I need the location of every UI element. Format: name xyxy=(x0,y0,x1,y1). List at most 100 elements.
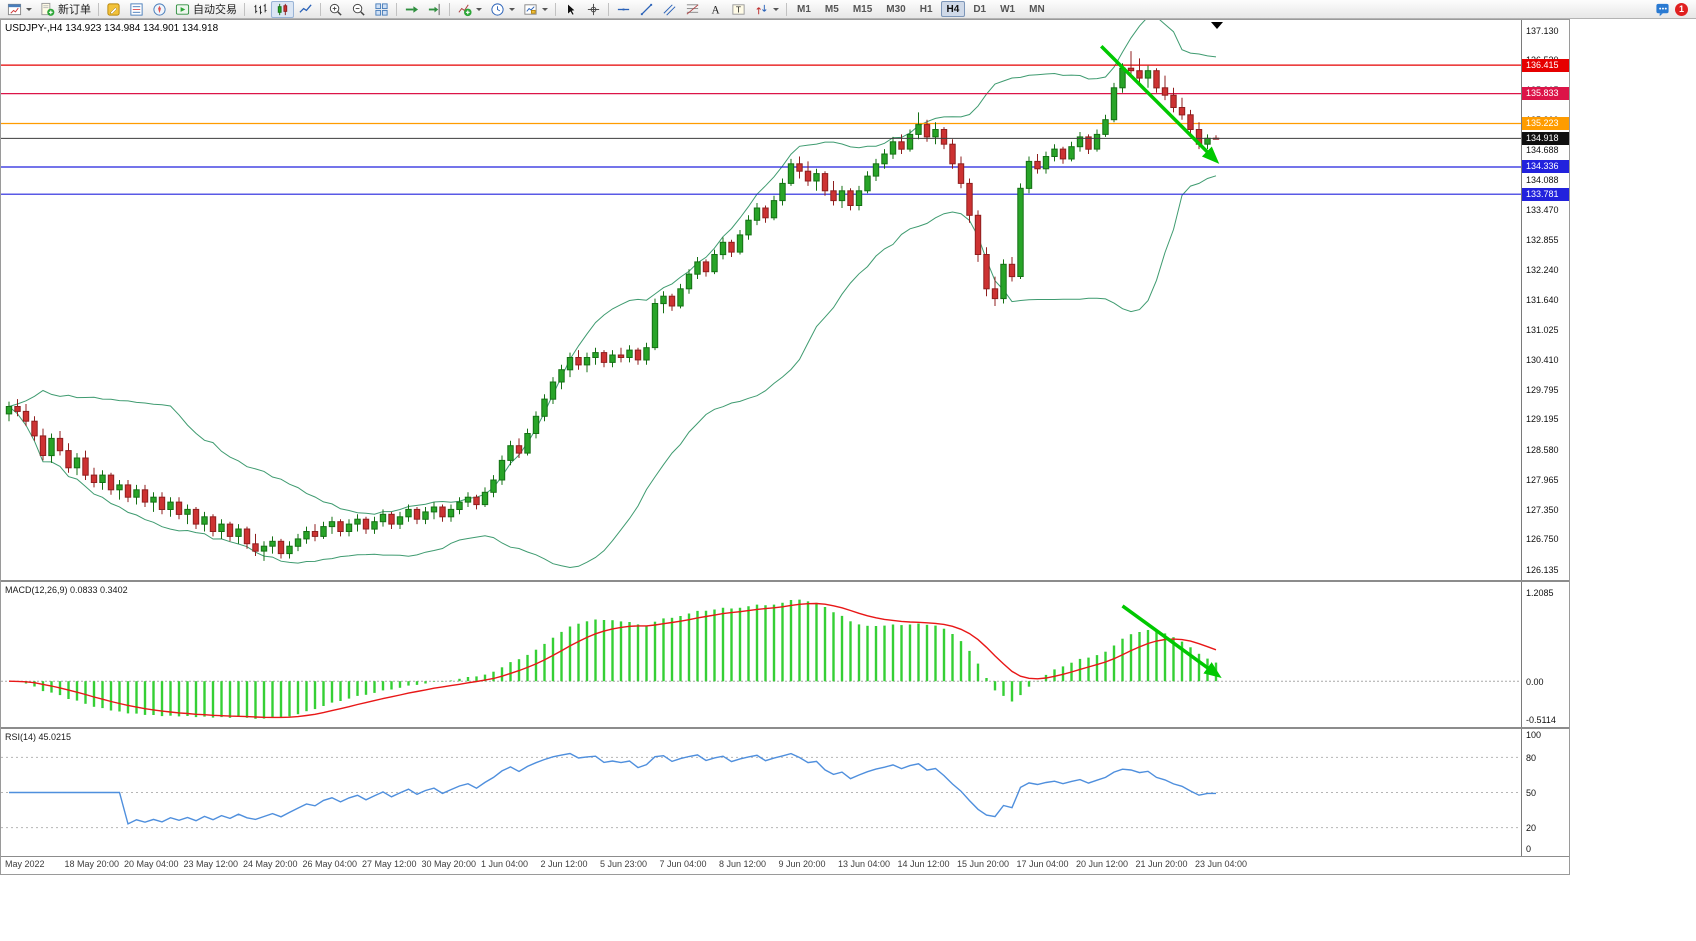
candle xyxy=(966,182,973,216)
candle xyxy=(643,347,650,361)
periods-button[interactable] xyxy=(486,1,519,18)
candle xyxy=(1187,114,1194,131)
candle xyxy=(728,241,735,253)
candle xyxy=(481,491,489,506)
toolbar-separator xyxy=(608,2,609,16)
tile-windows-icon xyxy=(375,2,388,16)
text-label-button[interactable]: T xyxy=(727,1,750,18)
price-chart-canvas[interactable] xyxy=(1,20,1521,580)
macd-trend-arrow xyxy=(1121,604,1222,679)
cursor-button[interactable] xyxy=(559,1,582,18)
candle xyxy=(65,450,72,469)
periods-icon xyxy=(491,2,504,16)
candlestick-chart-button[interactable] xyxy=(271,0,294,18)
macd-canvas[interactable] xyxy=(1,582,1521,727)
text-label-icon: T xyxy=(732,4,745,15)
timeframe-m5-button[interactable]: M5 xyxy=(824,4,839,15)
price-axis-label: 129.195 xyxy=(1526,414,1559,425)
timeframe-m1-button[interactable]: M1 xyxy=(797,4,811,15)
candle xyxy=(371,521,378,530)
candle xyxy=(260,545,268,552)
chart-shift-button[interactable] xyxy=(423,1,446,18)
templates-button[interactable] xyxy=(519,1,552,18)
candle xyxy=(1136,70,1143,79)
rsi-panel: RSI(14) 45.0215 100 80 50 20 0 xyxy=(1,729,1569,857)
tile-windows-button[interactable] xyxy=(370,1,393,18)
community-chat-icon[interactable] xyxy=(1655,2,1670,17)
toolbar-separator xyxy=(244,2,245,16)
candle xyxy=(1000,263,1007,300)
time-axis-label: 8 Jun 12:00 xyxy=(719,859,767,869)
toolbar-group: 新订单 xyxy=(3,0,95,19)
line-chart-button[interactable] xyxy=(294,1,317,18)
macd-axis[interactable]: 1.2085 0.00 -0.5114 xyxy=(1521,582,1569,727)
arrows-button[interactable] xyxy=(750,1,783,18)
candle xyxy=(524,433,531,454)
candle xyxy=(787,163,795,184)
autotrading-button[interactable]: 自动交易 xyxy=(171,1,241,18)
text-icon: A xyxy=(711,4,720,16)
timeframe-m30-button[interactable]: M30 xyxy=(886,4,906,15)
navigator-button[interactable] xyxy=(148,1,171,18)
candle xyxy=(957,163,965,184)
price-axis[interactable]: 137.130136.530135.915135.300134.688134.0… xyxy=(1521,20,1569,580)
candle xyxy=(532,415,540,434)
timeframe-h1-button[interactable]: H1 xyxy=(919,4,933,15)
bar-chart-button[interactable] xyxy=(248,1,271,18)
price-axis-label: 134.688 xyxy=(1526,145,1559,156)
dropdown-caret-icon xyxy=(509,7,515,11)
trendline-button[interactable] xyxy=(635,1,658,18)
time-axis-label: 9 Jun 20:00 xyxy=(778,859,826,869)
toolbar-buttons: 新订单 自动交易 A T M1 M5 M15 M30 H1 H4 D1 W1 MN xyxy=(3,0,1052,19)
indicators-button[interactable] xyxy=(453,1,486,18)
candle xyxy=(830,190,837,202)
dropdown-caret-icon xyxy=(476,7,482,11)
price-axis-label: 137.130 xyxy=(1526,25,1559,36)
candle xyxy=(1144,70,1152,79)
timeframe-d1-button[interactable]: D1 xyxy=(973,4,987,15)
candle xyxy=(906,133,914,150)
price-axis-label: 131.025 xyxy=(1526,324,1559,335)
candle xyxy=(677,288,684,307)
arrows-icon xyxy=(756,4,767,14)
bar-chart-icon xyxy=(254,3,267,14)
candle xyxy=(1102,119,1109,135)
candle xyxy=(22,410,30,422)
market-watch-button[interactable] xyxy=(125,1,148,18)
candle xyxy=(362,518,370,530)
timeframe-mn-button[interactable]: MN xyxy=(1029,4,1045,15)
horizontal-line-button[interactable] xyxy=(612,1,635,18)
crosshair-button[interactable] xyxy=(582,1,605,18)
zoom-out-button[interactable] xyxy=(347,1,370,18)
candle xyxy=(872,163,880,177)
candle xyxy=(345,523,353,533)
candle xyxy=(201,516,208,525)
timeframe-m15-button[interactable]: M15 xyxy=(852,4,873,15)
timeframe-w1-button[interactable]: W1 xyxy=(1000,4,1016,15)
timeframe-h4-button[interactable]: H4 xyxy=(940,1,966,17)
text-button[interactable]: A xyxy=(704,1,727,18)
metaeditor-button[interactable] xyxy=(102,1,125,18)
dropdown-caret-icon xyxy=(26,7,32,11)
candle xyxy=(456,501,463,511)
rsi-axis-label: 50 xyxy=(1526,788,1537,798)
candle xyxy=(1153,70,1160,89)
auto-scroll-button[interactable] xyxy=(400,1,423,18)
time-axis-label: 23 May 12:00 xyxy=(183,859,239,869)
channel-icon xyxy=(663,3,676,15)
candle xyxy=(158,496,166,511)
zoom-in-button[interactable] xyxy=(324,1,347,18)
candle xyxy=(1170,94,1177,108)
notifications-badge[interactable]: 1 xyxy=(1675,2,1688,16)
candle xyxy=(609,354,616,363)
rsi-canvas[interactable] xyxy=(1,729,1521,856)
new-order-button[interactable]: 新订单 xyxy=(36,1,95,18)
candle xyxy=(447,508,455,518)
candle xyxy=(90,474,98,484)
rsi-axis[interactable]: 100 80 50 20 0 xyxy=(1521,729,1569,856)
toolbar-right: 1 xyxy=(1655,2,1693,17)
channel-button[interactable] xyxy=(658,1,681,18)
time-axis[interactable]: May 2022 18 May 20:00 20 May 04:00 23 May 1… xyxy=(1,857,1569,873)
fibonacci-button[interactable] xyxy=(681,1,704,18)
new-chart-button[interactable] xyxy=(3,1,36,18)
